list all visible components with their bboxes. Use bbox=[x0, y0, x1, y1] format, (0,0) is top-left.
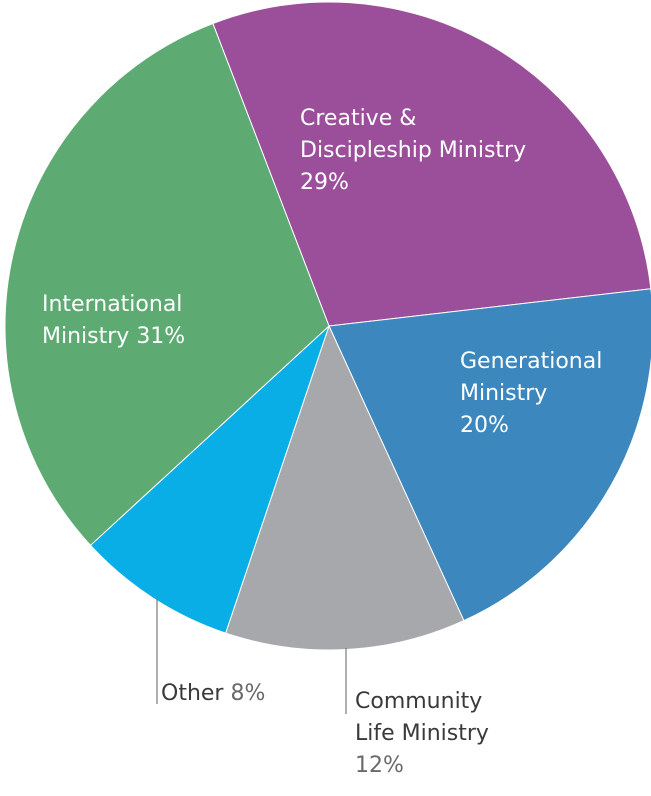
slice-label-community-life: Community Life Ministry 12% bbox=[355, 686, 489, 782]
slice-generational bbox=[328, 288, 651, 622]
slice-creative-discipleship bbox=[212, 1, 651, 327]
slice-percent: 20% bbox=[460, 413, 509, 438]
slice-label-other: Other 8% bbox=[161, 678, 265, 710]
slice-name-line: Creative & bbox=[300, 106, 417, 131]
slice-name-line: Life Ministry bbox=[355, 721, 489, 746]
slice-percent: 8% bbox=[230, 681, 266, 706]
slice-name-line: Ministry bbox=[460, 381, 548, 406]
slice-percent: 31% bbox=[136, 324, 186, 349]
slice-label-generational: Generational Ministry 20% bbox=[460, 346, 602, 442]
slice-name-line: Generational bbox=[460, 349, 603, 374]
slice-international bbox=[4, 22, 330, 547]
slice-name-line: International bbox=[42, 292, 183, 317]
slice-name-line: Community bbox=[355, 689, 483, 714]
slice-name-line: Discipleship Ministry bbox=[300, 138, 527, 163]
slice-percent: 29% bbox=[300, 170, 349, 195]
slice-name-line: Ministry bbox=[42, 324, 130, 349]
slice-percent: 12% bbox=[355, 753, 404, 778]
slice-name-percent-line: Ministry 31% bbox=[42, 321, 185, 353]
slice-label-international: International Ministry 31% bbox=[42, 289, 185, 353]
slice-name-percent-line: Other 8% bbox=[161, 678, 265, 710]
slice-other bbox=[89, 325, 330, 634]
slice-name-line: Other bbox=[161, 681, 224, 706]
slice-label-creative-discipleship: Creative & Discipleship Ministry 29% bbox=[300, 103, 526, 199]
